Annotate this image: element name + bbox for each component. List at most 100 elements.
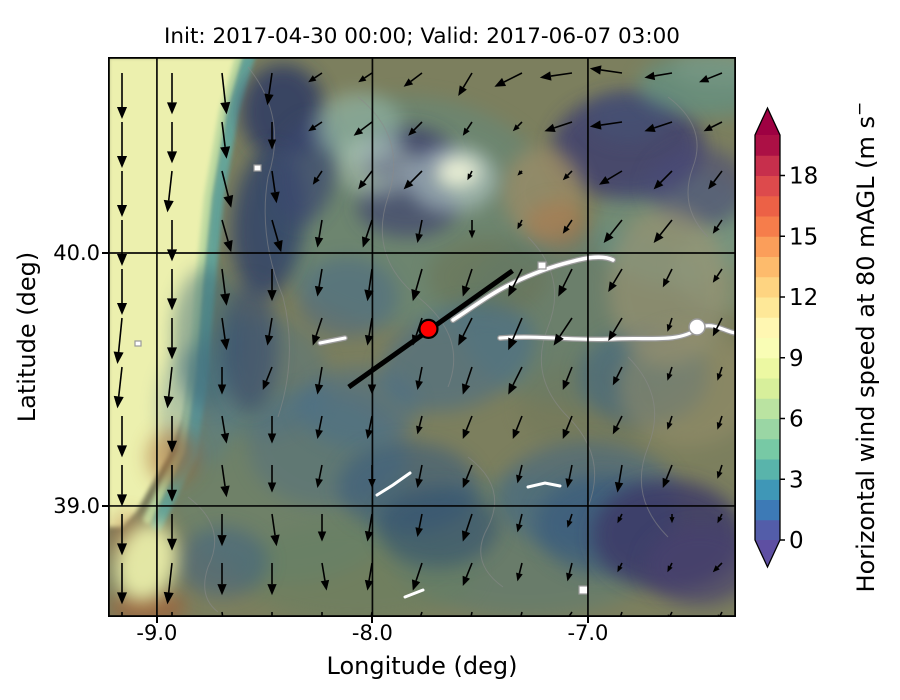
wind-speed-region [645, 525, 736, 605]
x-tick-label: -8.0 [351, 621, 393, 645]
wind-arrow [607, 170, 623, 181]
wind-arrow-head [462, 127, 470, 136]
wind-arrow-head [653, 179, 664, 190]
wind-arrow [462, 72, 473, 88]
water-body [134, 340, 142, 347]
wind-arrow [612, 268, 623, 284]
plot-frame [108, 57, 736, 617]
wind-arrow-head [662, 477, 670, 488]
wind-arrow [707, 72, 723, 80]
wind-arrow-head [416, 425, 423, 435]
wind-arrow-head [566, 572, 573, 582]
wind-arrow-head [264, 334, 274, 346]
colorbar: 0 3 6 9 12 15 18 Horizontal wind speed at 80 m… [754, 100, 880, 592]
river [451, 255, 615, 322]
wind-arrow-head [270, 534, 280, 547]
colorbar-label-main: Horizontal wind speed at 80 mAGL (m s [852, 116, 880, 592]
wind-arrow [268, 72, 273, 95]
wind-arrow-head [262, 379, 270, 390]
wind-arrow [518, 464, 523, 476]
water-body [537, 261, 547, 270]
wind-arrow [314, 121, 323, 128]
colorbar-segment [755, 438, 780, 460]
x-tick-label: -7.0 [567, 621, 609, 645]
colorbar-segment [755, 459, 780, 480]
wind-arrow-head [716, 373, 723, 381]
wind-arrow-head [512, 428, 520, 439]
wind-arrow-head [364, 334, 374, 346]
colorbar-segment [755, 317, 780, 338]
wind-arrow [167, 562, 173, 593]
wind-arrow-head [116, 445, 128, 458]
wind-arrow-head [717, 516, 723, 524]
wind-arrow [517, 121, 523, 127]
wind-arrow [566, 219, 573, 228]
wind-arrow-head [166, 347, 178, 360]
wind-arrow [512, 268, 523, 288]
wind-arrow [221, 464, 226, 487]
wind-arrow-head [314, 383, 324, 395]
wind-arrow [167, 366, 173, 397]
wind-arrow-head [364, 530, 374, 542]
wind-arrow-head [166, 538, 178, 551]
wind-arrow [321, 562, 326, 581]
wind-arrow [318, 268, 323, 287]
colorbar-over-arrow [755, 108, 780, 135]
wind-arrow [559, 317, 573, 337]
colorbar-segment [755, 479, 780, 500]
wind-arrow-head [462, 477, 470, 488]
wind-arrow-head [562, 379, 570, 390]
wind-arrow [271, 170, 276, 193]
wind-arrow-head [461, 383, 471, 395]
wind-speed-region [298, 257, 398, 337]
wind-arrow-head [220, 485, 230, 498]
river [375, 471, 412, 497]
wind-arrow-head [415, 233, 423, 243]
wind-arrow-head [368, 478, 376, 488]
colorbar-tick-label: 12 [789, 285, 818, 311]
y-axis-label: Latitude (deg) [13, 251, 41, 423]
wind-arrow [318, 366, 323, 385]
wind-arrow-head [315, 478, 323, 488]
wind-arrow-head [617, 516, 623, 524]
wind-arrow-head [220, 101, 231, 115]
wind-arrow [668, 317, 673, 326]
wind-arrow [315, 317, 323, 336]
wind-arrow [410, 72, 423, 83]
wind-arrow [415, 562, 423, 581]
wind-arrow-head [270, 191, 280, 204]
wind-arrow-head [163, 199, 174, 213]
wind-arrow [465, 464, 473, 480]
wind-arrow [465, 366, 473, 385]
wind-arrow-head [364, 289, 374, 302]
colorbar-segment [755, 135, 780, 156]
wind-arrow-head [358, 75, 367, 83]
wind-speed-region [147, 429, 199, 485]
wind-arrow [565, 366, 573, 382]
wind-arrow-head [116, 543, 128, 556]
wind-arrow [718, 464, 723, 473]
wind-arrow [462, 317, 473, 337]
wind-arrow-head [166, 151, 178, 164]
wind-arrow-head [166, 298, 178, 311]
colorbar-tick-label: 3 [789, 467, 804, 493]
wind-arrow [716, 219, 723, 228]
wind-arrow [619, 513, 623, 518]
wind-arrow-head [320, 579, 330, 591]
wind-arrow-head [614, 481, 624, 493]
wind-arrow-head [308, 124, 317, 132]
wind-arrow-head [361, 236, 371, 248]
wind-arrow [316, 170, 323, 179]
wind-arrow-head [562, 225, 570, 234]
wind-arrow-head [415, 478, 423, 488]
wind-arrow [512, 317, 523, 340]
wind-arrow-head [599, 176, 610, 185]
wind-arrow [469, 170, 473, 175]
wind-arrow [669, 562, 673, 567]
reservoir [688, 318, 706, 336]
wind-arrow-head [415, 527, 423, 537]
wind-arrow-head [461, 530, 471, 542]
wind-arrow-head [516, 523, 523, 533]
wind-arrow [612, 317, 623, 333]
